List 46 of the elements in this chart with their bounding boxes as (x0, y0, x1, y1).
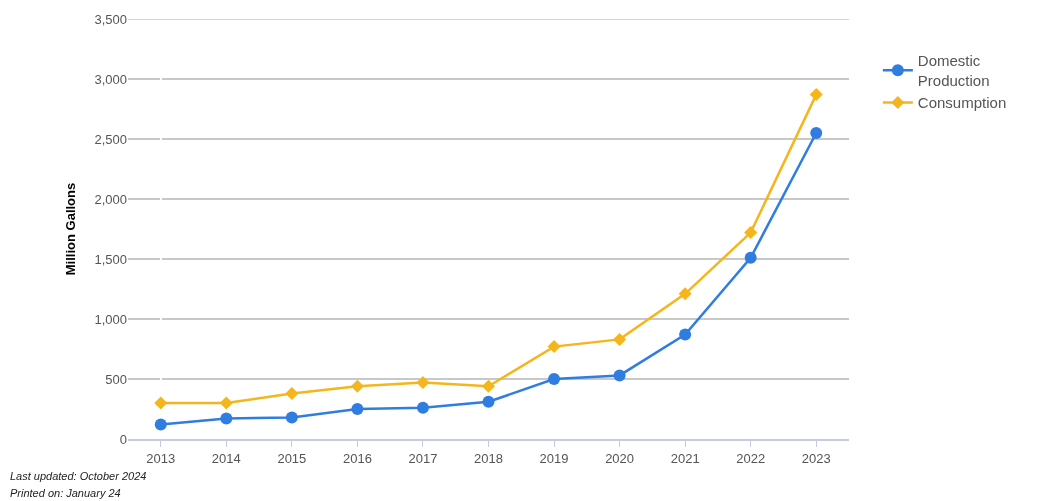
x-tick-label: 2018 (474, 450, 503, 466)
x-tick-label: 2019 (539, 450, 569, 466)
x-tick-label: 2016 (342, 450, 372, 466)
point (678, 287, 692, 301)
point (220, 412, 233, 425)
y-tick-label: 500 (105, 371, 127, 387)
y-tick-label: 3,000 (94, 71, 127, 87)
text: Printed on: January 24 (10, 487, 121, 499)
point (416, 376, 430, 390)
point (548, 373, 561, 385)
y-tick-label: 1,000 (94, 311, 127, 327)
point (351, 403, 364, 415)
y-tick-label: 2,500 (94, 131, 127, 147)
y-tick-label: 0 (119, 431, 127, 447)
point (744, 251, 757, 264)
point (416, 401, 429, 414)
point (285, 386, 299, 400)
point (482, 395, 495, 408)
x-tick-label: 2017 (408, 450, 438, 466)
point (285, 411, 298, 424)
point (809, 88, 823, 102)
point (679, 328, 692, 341)
point (482, 379, 495, 393)
point (744, 226, 758, 240)
point (613, 332, 627, 346)
point (350, 379, 364, 393)
point (219, 396, 233, 410)
y-tick-label: 2,000 (94, 191, 127, 207)
point (547, 340, 561, 354)
legend-label: Consumption (917, 94, 1007, 112)
legend-label: Domestic Production (917, 52, 990, 89)
y-tick-label: 3,500 (94, 11, 127, 27)
point (613, 369, 626, 382)
y-axis-title: Million Gallons (63, 182, 79, 276)
point (154, 396, 168, 410)
x-tick-label: 2013 (146, 450, 176, 466)
x-tick-label: 2020 (605, 450, 635, 466)
x-tick-label: 2021 (670, 450, 700, 466)
point (810, 127, 823, 139)
text: Last updated: October 2024 (10, 470, 147, 482)
x-tick-label: 2023 (801, 450, 831, 466)
x-tick-label: 2014 (211, 450, 241, 466)
x-tick-label: 2015 (277, 450, 307, 466)
point (154, 418, 167, 431)
y-tick-label: 1,500 (94, 251, 127, 267)
x-tick-label: 2022 (736, 450, 766, 466)
